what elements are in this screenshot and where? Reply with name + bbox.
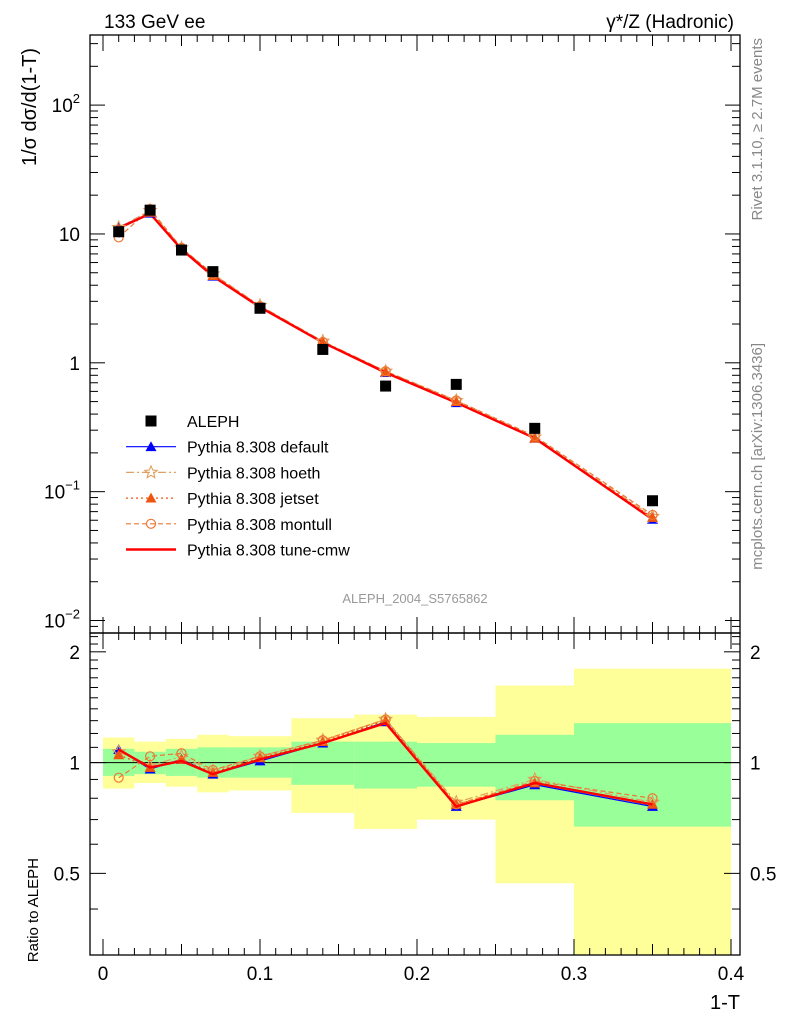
main-series-point [647, 509, 658, 521]
channel-label: γ*/Z (Hadronic) [606, 12, 734, 33]
legend: ALEPH Pythia 8.308 default Pythia 8.308 ho… [126, 414, 350, 560]
legend-label: ALEPH [187, 414, 239, 431]
x-tick-label: 0.3 [561, 964, 587, 985]
aleph-data-point [176, 244, 187, 256]
ratio-y-tick-label-right: 1 [750, 754, 761, 775]
main-y-tick-label: 10−1 [44, 478, 80, 504]
aleph-data-point [450, 378, 462, 390]
ratio-series-point [254, 751, 266, 762]
legend-label: Pythia 8.308 default [187, 440, 329, 457]
ratio-y-axis-title: Ratio to ALEPH [25, 858, 42, 962]
ratio-series-layer [111, 711, 661, 811]
ratio-series-point [176, 748, 187, 759]
main-series-point [451, 395, 462, 406]
analysis-id-label: ALEPH_2004_S5765862 [342, 591, 487, 606]
x-tick-label: 0.2 [404, 964, 430, 985]
main-y-axis-title: 1/σ dσ/d(1-T) [19, 48, 41, 166]
x-tick-label: 0.4 [718, 964, 745, 985]
x-tick-label: 0.1 [247, 964, 273, 985]
main-series-line [118, 212, 654, 521]
main-series-point [450, 396, 462, 406]
ratio-series-point [317, 735, 328, 746]
ratio-y-tick-label: 2 [69, 643, 80, 664]
ratio-stat-band [417, 743, 496, 787]
legend-marker [145, 415, 157, 427]
aleph-data-point [647, 495, 658, 507]
main-series-point [380, 366, 391, 377]
ratio-series-line [118, 718, 653, 806]
aleph-data-point [207, 266, 219, 278]
main-series-layer [111, 202, 661, 524]
main-y-tick-label: 10−2 [44, 607, 80, 633]
ratio-series-point [113, 772, 124, 783]
ratio-series-point [529, 776, 540, 787]
main-y-tick-label: 1 [69, 354, 80, 375]
aleph-data-point [317, 343, 329, 355]
main-series-point [380, 366, 392, 377]
ratio-uncertainty-bands [90, 668, 740, 955]
ratio-stat-band [574, 723, 731, 827]
legend-marker [145, 518, 157, 529]
aleph-data-point [254, 302, 266, 314]
rivet-label: Rivet 3.1.10, ≥ 2.7M events [749, 38, 766, 221]
aleph-data-point [113, 226, 125, 238]
aleph-data-point [529, 422, 541, 434]
source-label: mcplots.cern.ch [arXiv:1306.3436] [749, 343, 766, 570]
ratio-plot-frame [89, 632, 741, 956]
main-y-tick-label: 10 [59, 225, 80, 246]
ratio-series-point [113, 749, 125, 760]
legend-label: Pythia 8.308 jetset [187, 491, 319, 508]
process-label: 133 GeV ee [104, 12, 205, 33]
legend-label: Pythia 8.308 tune-cmw [187, 543, 350, 560]
legend-marker [143, 464, 159, 479]
ratio-y-tick-label-right: 0.5 [750, 864, 776, 885]
ratio-series-point [647, 793, 658, 804]
legend-label: Pythia 8.308 hoeth [187, 465, 320, 482]
main-series-point [647, 512, 658, 522]
ratio-y-tick-label: 0.5 [54, 864, 80, 885]
ratio-series-point [145, 751, 156, 762]
x-axis-title: 1-T [710, 992, 740, 1014]
legend-label: Pythia 8.308 montull [187, 517, 332, 534]
aleph-data-point [144, 204, 156, 216]
legend-marker [145, 492, 157, 503]
axis-ticks: 10−2 10−1 1 10 102 0 0.1 0.2 0.3 0.4 0.5 0.5 1 1 2 2 [44, 35, 776, 985]
aleph-data-point [380, 380, 392, 392]
legend-marker [145, 441, 157, 452]
x-tick-label: 0 [98, 964, 109, 985]
main-y-tick-label: 102 [52, 91, 80, 117]
ratio-y-tick-label: 1 [69, 754, 80, 775]
ratio-series-line [118, 721, 653, 808]
ratio-y-tick-label-right: 2 [750, 643, 761, 664]
